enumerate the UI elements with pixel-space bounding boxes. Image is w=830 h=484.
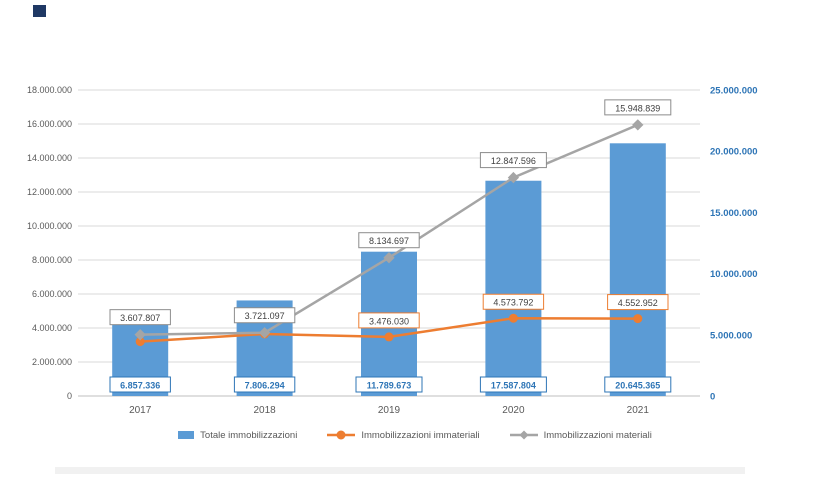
legend-item-immateriali: Immobilizzazioni immateriali	[327, 429, 480, 441]
svg-text:12.847.596: 12.847.596	[491, 156, 536, 166]
svg-text:2.000.000: 2.000.000	[32, 357, 72, 367]
svg-text:8.134.697: 8.134.697	[369, 236, 409, 246]
svg-text:2021: 2021	[627, 405, 650, 416]
svg-text:0: 0	[67, 391, 72, 401]
svg-text:4.552.952: 4.552.952	[618, 298, 658, 308]
legend-item-totale: Totale immobilizzazioni	[178, 430, 297, 441]
legend-item-materiali: Immobilizzazioni materiali	[509, 429, 652, 441]
line-diamond-swatch-icon	[509, 430, 538, 440]
legend-label-immateriali: Immobilizzazioni immateriali	[361, 429, 480, 441]
svg-text:11.789.673: 11.789.673	[367, 381, 412, 391]
line-circle-swatch-icon	[327, 430, 356, 440]
svg-text:6.000.000: 6.000.000	[32, 289, 72, 299]
svg-text:20.000.000: 20.000.000	[710, 147, 758, 158]
svg-text:15.948.839: 15.948.839	[615, 103, 660, 113]
page-corner-mark	[33, 5, 46, 17]
svg-text:8.000.000: 8.000.000	[32, 255, 72, 265]
svg-text:2018: 2018	[253, 405, 276, 416]
svg-text:15.000.000: 15.000.000	[710, 208, 758, 219]
legend-label-materiali: Immobilizzazioni materiali	[543, 429, 652, 441]
svg-text:3.607.807: 3.607.807	[120, 313, 160, 323]
bar-swatch-icon	[178, 431, 195, 439]
svg-text:6.857.336: 6.857.336	[120, 381, 160, 391]
svg-text:2017: 2017	[129, 405, 152, 416]
legend-label-totale: Totale immobilizzazioni	[200, 429, 298, 441]
svg-text:17.587.804: 17.587.804	[491, 381, 536, 391]
svg-text:25.000.000: 25.000.000	[710, 86, 758, 97]
svg-text:18.000.000: 18.000.000	[27, 85, 72, 95]
svg-text:4.573.792: 4.573.792	[493, 298, 533, 308]
svg-text:10.000.000: 10.000.000	[710, 269, 758, 280]
svg-text:4.000.000: 4.000.000	[32, 323, 72, 333]
page-scan-artifact	[55, 467, 745, 474]
chart-legend: Totale immobilizzazioni Immobilizzazioni…	[0, 429, 830, 441]
svg-text:0: 0	[710, 392, 715, 403]
svg-text:3.721.097: 3.721.097	[245, 311, 285, 321]
svg-text:5.000.000: 5.000.000	[710, 330, 752, 341]
svg-text:2020: 2020	[502, 405, 525, 416]
svg-text:16.000.000: 16.000.000	[27, 119, 72, 129]
svg-text:14.000.000: 14.000.000	[27, 153, 72, 163]
svg-text:10.000.000: 10.000.000	[27, 221, 72, 231]
svg-text:3.476.030: 3.476.030	[369, 316, 409, 326]
svg-text:2019: 2019	[378, 405, 401, 416]
svg-text:12.000.000: 12.000.000	[27, 187, 72, 197]
svg-text:7.806.294: 7.806.294	[245, 381, 285, 391]
svg-text:20.645.365: 20.645.365	[615, 381, 660, 391]
